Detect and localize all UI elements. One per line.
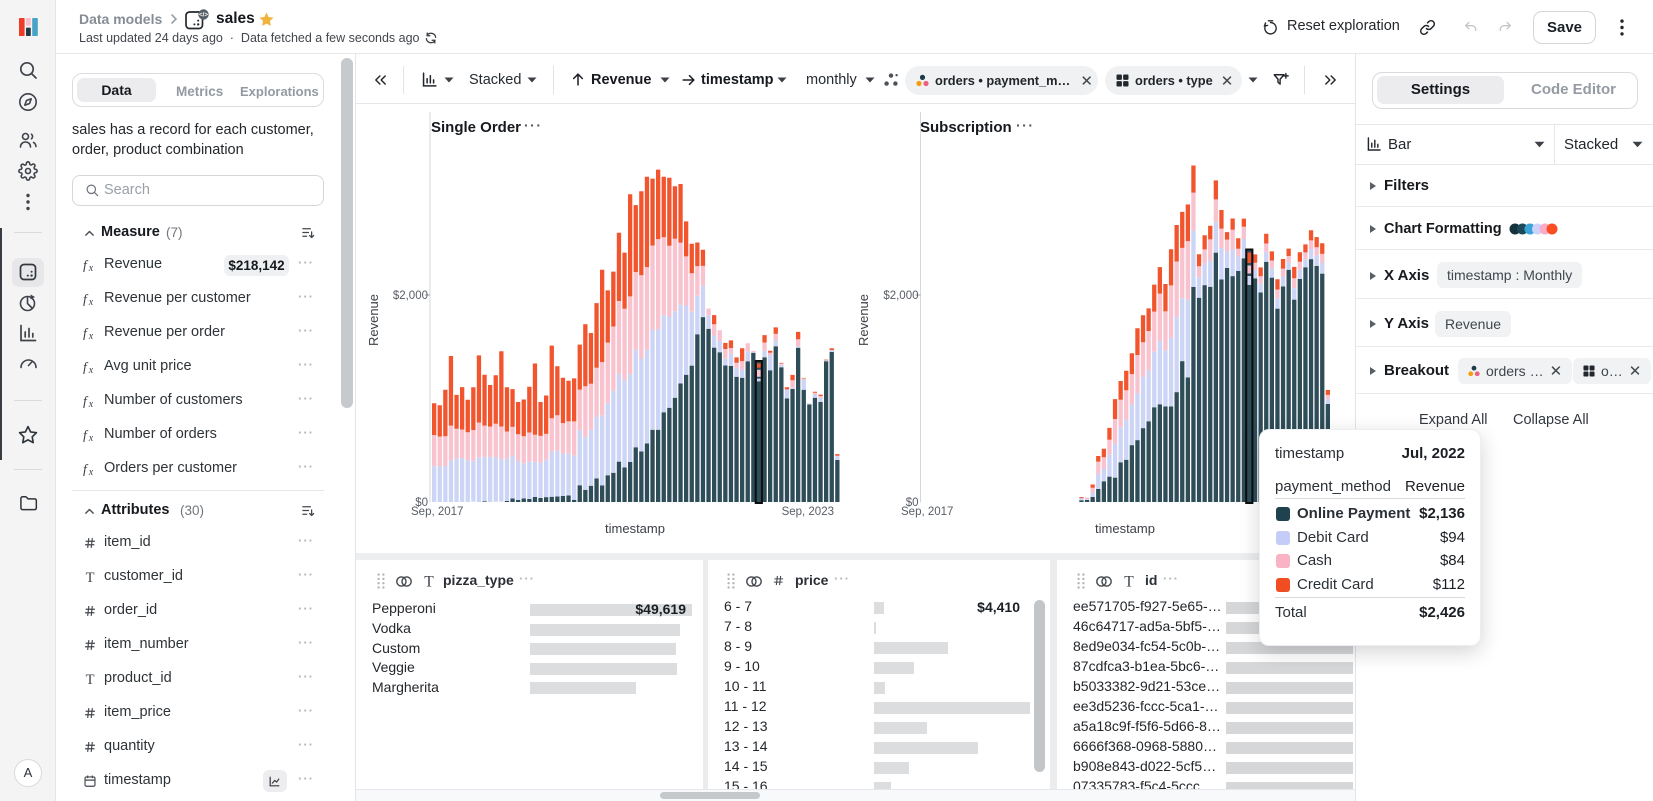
svg-text:x: x <box>88 297 94 306</box>
svg-text:Sep, 2023: Sep, 2023 <box>1272 506 1324 518</box>
svg-text:$0: $0 <box>906 497 919 509</box>
svg-text:T: T <box>86 672 95 686</box>
svg-text:T: T <box>86 570 95 584</box>
svg-text:f: f <box>83 360 89 374</box>
svg-text:f: f <box>83 462 89 476</box>
svg-text:x: x <box>88 433 94 442</box>
svg-text:x: x <box>88 263 94 272</box>
svg-text:f: f <box>83 258 89 272</box>
svg-text:Sep, 2017: Sep, 2017 <box>411 506 463 518</box>
svg-text:x: x <box>88 365 94 374</box>
svg-text:f: f <box>83 428 89 442</box>
svg-text:x: x <box>88 467 94 476</box>
svg-text:Sep, 2017: Sep, 2017 <box>901 506 953 518</box>
svg-text:x: x <box>88 331 94 340</box>
svg-text:Revenue: Revenue <box>856 294 871 346</box>
svg-text:$2,000: $2,000 <box>393 290 428 302</box>
svg-text:Sep, 2023: Sep, 2023 <box>782 506 834 518</box>
svg-text:$2,000: $2,000 <box>883 290 918 302</box>
svg-text:timestamp: timestamp <box>605 521 665 536</box>
svg-text:</>: </> <box>199 12 208 19</box>
svg-text:T: T <box>1124 574 1134 588</box>
svg-text:f: f <box>83 292 89 306</box>
svg-text:timestamp: timestamp <box>1095 521 1155 536</box>
svg-text:f: f <box>83 326 89 340</box>
svg-text:T: T <box>424 574 434 588</box>
svg-text:Revenue: Revenue <box>366 294 381 346</box>
svg-text:f: f <box>83 394 89 408</box>
svg-text:x: x <box>88 399 94 408</box>
svg-text:$0: $0 <box>415 497 428 509</box>
